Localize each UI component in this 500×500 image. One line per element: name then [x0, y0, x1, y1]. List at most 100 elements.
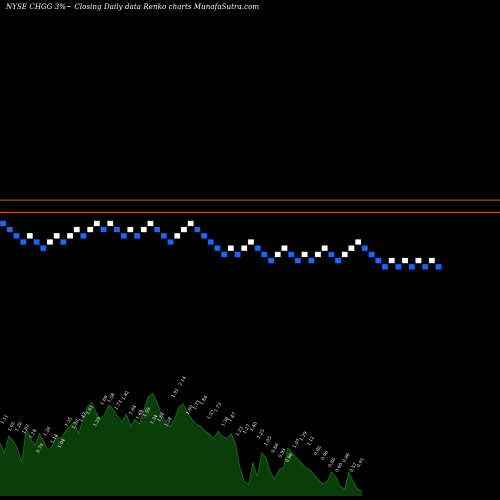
renko-bricks	[0, 220, 442, 270]
volume-value-label: 0.86	[341, 452, 351, 464]
renko-brick-down	[160, 232, 168, 239]
volume-value-label: 0.93	[277, 447, 287, 459]
volume-value-label: 1.27	[242, 423, 252, 435]
renko-brick-up	[73, 226, 80, 233]
volume-value-label: 1.29	[299, 430, 309, 442]
volume-value-label: 1.60	[185, 404, 195, 416]
renko-brick-down	[6, 226, 13, 233]
volume-value-label: 0.90	[320, 450, 330, 462]
volume-value-label: 1.26	[42, 426, 52, 438]
renko-brick-up	[46, 239, 54, 245]
renko-brick-down	[254, 245, 261, 252]
volume-value-label: 1.47	[227, 411, 237, 423]
renko-brick-up	[314, 251, 322, 258]
volume-value-label: 0.86	[327, 457, 337, 469]
renko-brick-down	[361, 245, 369, 252]
renko-brick-down	[153, 226, 161, 233]
volume-value-label: 0.86	[313, 445, 323, 457]
volume-value-label: 1.35	[64, 416, 74, 428]
renko-brick-down	[40, 245, 47, 252]
volume-value-label: 1.05	[7, 421, 17, 433]
renko-brick-up	[66, 232, 74, 239]
renko-brick-up	[140, 226, 147, 233]
renko-brick-up	[321, 245, 328, 252]
volume-value-label: 0.91	[356, 457, 366, 469]
volume-value-label: 1.84	[199, 394, 209, 406]
volume-value-label: 1.34	[149, 414, 159, 426]
renko-brick-up	[93, 220, 101, 227]
renko-brick-up	[187, 220, 194, 227]
renko-brick-down	[120, 232, 127, 239]
renko-brick-up	[281, 245, 288, 252]
volume-value-label: 1.47	[78, 411, 88, 423]
renko-brick-up	[180, 226, 188, 233]
renko-brick-up	[274, 251, 281, 258]
renko-brick-down	[60, 239, 67, 245]
volume-value-label: 1.38	[220, 416, 230, 428]
volume-value-label: 0.88	[270, 442, 280, 454]
renko-brick-down	[287, 251, 295, 258]
volume-value-label: 1.69	[99, 394, 109, 406]
renko-brick-up	[415, 257, 422, 264]
renko-brick-down	[421, 263, 429, 270]
renko-brick-up	[247, 239, 255, 245]
renko-brick-down	[214, 245, 221, 252]
renko-brick-down	[308, 257, 315, 264]
renko-brick-up	[53, 232, 60, 239]
renko-brick-down	[33, 239, 40, 245]
renko-brick-down	[0, 220, 7, 227]
volume-value-label: 1.58	[106, 392, 116, 404]
renko-brick-down	[381, 263, 389, 270]
renko-brick-up	[354, 239, 362, 245]
volume-value-label: 1.07	[291, 438, 301, 450]
renko-brick-up	[388, 257, 395, 264]
volume-value-label: 1.25	[256, 428, 266, 440]
volume-value-label: 1.04	[57, 438, 67, 450]
renko-brick-down	[19, 239, 27, 245]
volume-value-label: 1.64	[128, 404, 138, 416]
renko-brick-down	[200, 232, 208, 239]
volume-value-label: 0.70	[35, 442, 45, 454]
volume-value-label: 1.59	[142, 406, 152, 418]
chart-title: NYSE CHGG 3%~ Closing Daily data Renko c…	[6, 3, 260, 11]
renko-brick-up	[86, 226, 94, 233]
volume-value-label: 1.61	[156, 411, 166, 423]
renko-brick-down	[408, 263, 415, 270]
volume-value-label: 1.73	[113, 399, 123, 411]
volume-value-label: 0.57	[348, 462, 358, 474]
renko-brick-down	[267, 257, 275, 264]
volume-value-label: 0.60	[334, 462, 344, 474]
renko-brick-down	[13, 232, 20, 239]
volume-panel: 1.111.051.261.021.180.701.261.141.041.35…	[0, 375, 366, 496]
renko-brick-down	[375, 257, 382, 264]
volume-value-label: 1.73	[213, 402, 223, 414]
renko-brick-up	[26, 232, 34, 239]
renko-brick-down	[167, 239, 174, 245]
volume-value-label: 0.96	[284, 452, 294, 464]
renko-brick-down	[194, 226, 201, 233]
renko-brick-up	[147, 220, 154, 227]
volume-value-label: 1.29	[92, 416, 102, 428]
renko-brick-down	[294, 257, 302, 264]
renko-brick-up	[227, 245, 235, 252]
renko-brick-down	[207, 239, 214, 245]
renko-brick-down	[328, 251, 335, 258]
renko-brick-down	[133, 232, 141, 239]
volume-value-label: 1.23	[235, 426, 245, 438]
volume-value-label: 1.69	[135, 409, 145, 421]
volume-value-label: 1.26	[14, 421, 24, 433]
renko-brick-up	[301, 251, 308, 258]
renko-brick-up	[107, 220, 114, 227]
volume-value-label: 1.18	[28, 428, 38, 440]
renko-brick-up	[401, 257, 409, 264]
volume-value-label: 1.11	[0, 414, 10, 426]
volume-value-label: 1.14	[49, 433, 59, 445]
renko-brick-down	[435, 263, 442, 270]
reference-lines	[0, 199, 500, 213]
volume-line	[0, 392, 363, 492]
volume-value-label: 1.82	[121, 390, 131, 402]
volume-value-label: 1.61	[85, 404, 95, 416]
renko-brick-up	[241, 245, 248, 252]
